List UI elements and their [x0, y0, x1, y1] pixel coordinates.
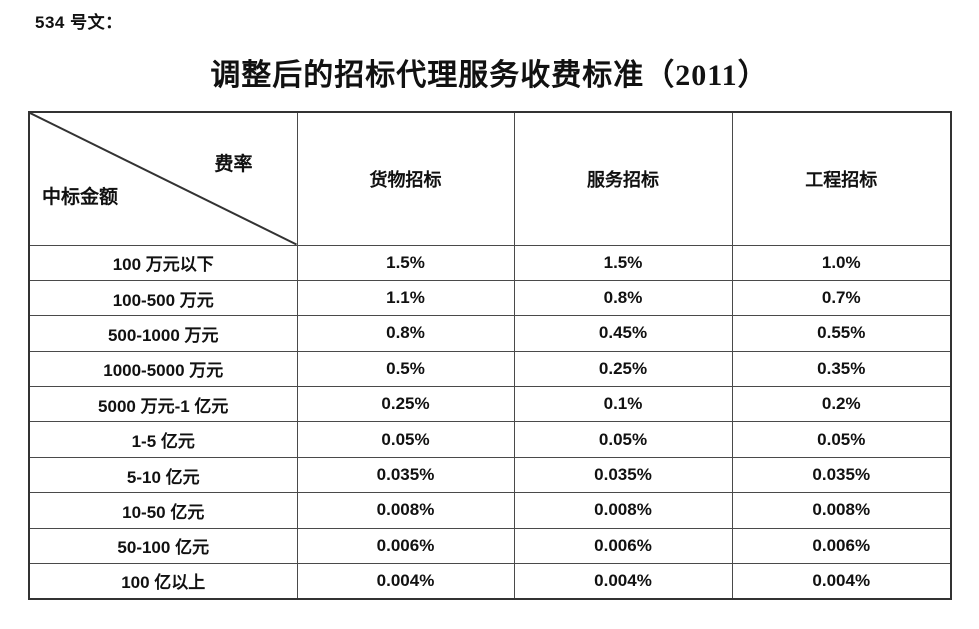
rate-engineering: 0.55%: [731, 315, 952, 352]
rate-service: 0.004%: [513, 563, 733, 600]
rate-service: 0.8%: [513, 279, 733, 317]
diagonal-divider-line: [30, 113, 296, 244]
amount-range: 1000-5000 万元: [28, 350, 298, 388]
table-row: 10-50 亿元 0.008% 0.008% 0.008%: [28, 492, 952, 529]
table-row: 500-1000 万元 0.8% 0.45% 0.55%: [28, 315, 952, 352]
table-row: 100-500 万元 1.1% 0.8% 0.7%: [28, 279, 952, 317]
rate-goods: 1.1%: [296, 279, 515, 317]
amount-range: 100 万元以下: [28, 244, 298, 281]
table-row: 1-5 亿元 0.05% 0.05% 0.05%: [28, 421, 952, 458]
rate-goods: 1.5%: [296, 244, 515, 281]
table-row: 5000 万元-1 亿元 0.25% 0.1% 0.2%: [28, 386, 952, 423]
rate-service: 0.006%: [513, 527, 733, 565]
rate-goods: 0.004%: [296, 563, 515, 600]
amount-range: 1-5 亿元: [28, 421, 298, 458]
rate-engineering: 0.35%: [731, 350, 952, 388]
rate-goods: 0.8%: [296, 315, 515, 352]
table-row: 1000-5000 万元 0.5% 0.25% 0.35%: [28, 350, 952, 388]
table-header-row: 费率 中标金额 货物招标 服务招标 工程招标: [28, 111, 952, 246]
rate-service: 0.035%: [513, 456, 733, 494]
rate-engineering: 0.035%: [731, 456, 952, 494]
rate-engineering: 1.0%: [731, 244, 952, 281]
rate-engineering: 0.7%: [731, 279, 952, 317]
diagonal-corner-cell: 费率 中标金额: [28, 111, 298, 246]
column-header-goods: 货物招标: [296, 111, 515, 246]
rate-engineering: 0.008%: [731, 492, 952, 529]
rate-service: 0.05%: [513, 421, 733, 458]
table-row: 5-10 亿元 0.035% 0.035% 0.035%: [28, 456, 952, 494]
column-header-engineering: 工程招标: [731, 111, 952, 246]
rate-goods: 0.008%: [296, 492, 515, 529]
rate-goods: 0.25%: [296, 386, 515, 423]
rate-service: 0.25%: [513, 350, 733, 388]
fee-rate-table: 费率 中标金额 货物招标 服务招标 工程招标 100 万元以下 1.5% 1.5…: [28, 111, 952, 600]
corner-label-amount: 中标金额: [42, 186, 119, 208]
table-row: 100 亿以上 0.004% 0.004% 0.004%: [28, 563, 952, 600]
rate-engineering: 0.004%: [731, 563, 952, 600]
amount-range: 100 亿以上: [28, 563, 298, 600]
rate-goods: 0.5%: [296, 350, 515, 388]
amount-range: 5-10 亿元: [28, 456, 298, 494]
table-row: 100 万元以下 1.5% 1.5% 1.0%: [28, 244, 952, 281]
rate-service: 0.1%: [513, 386, 733, 423]
column-header-service: 服务招标: [513, 111, 733, 246]
rate-service: 0.45%: [513, 315, 733, 352]
rate-engineering: 0.2%: [731, 386, 952, 423]
amount-range: 5000 万元-1 亿元: [28, 386, 298, 423]
amount-range: 500-1000 万元: [28, 315, 298, 352]
rate-goods: 0.035%: [296, 456, 515, 494]
rate-service: 0.008%: [513, 492, 733, 529]
amount-range: 50-100 亿元: [28, 527, 298, 565]
rate-goods: 0.006%: [296, 527, 515, 565]
amount-range: 100-500 万元: [28, 279, 298, 317]
table-row: 50-100 亿元 0.006% 0.006% 0.006%: [28, 527, 952, 565]
corner-label-rate: 费率: [214, 154, 253, 175]
document-ref-label: 534 号文：: [35, 13, 123, 32]
rate-service: 1.5%: [513, 244, 733, 281]
rate-engineering: 0.006%: [731, 527, 952, 565]
rate-engineering: 0.05%: [731, 421, 952, 458]
page-title: 调整后的招标代理服务收费标准（2011）: [210, 59, 769, 92]
amount-range: 10-50 亿元: [28, 492, 298, 529]
rate-goods: 0.05%: [296, 421, 515, 458]
